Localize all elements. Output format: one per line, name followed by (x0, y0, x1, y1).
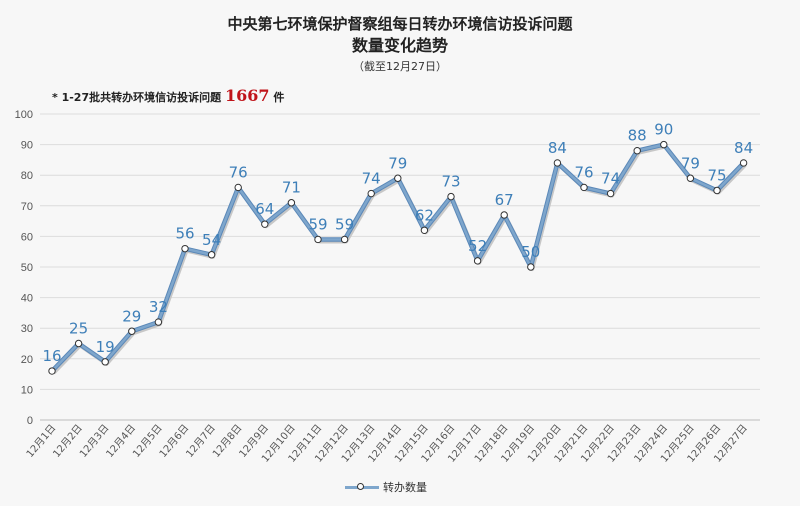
data-point (606, 189, 615, 198)
y-tick-label: 80 (21, 170, 33, 182)
total-note-suffix: 件 (273, 91, 285, 104)
data-label: 74 (601, 170, 620, 188)
data-label: 75 (707, 167, 726, 185)
data-point (207, 251, 216, 259)
data-point (314, 235, 322, 244)
data-point (394, 174, 402, 182)
data-point (128, 327, 136, 335)
data-point (473, 257, 482, 265)
data-label: 54 (202, 231, 221, 249)
y-tick-label: 60 (21, 231, 33, 243)
data-label: 16 (42, 347, 61, 365)
data-label: 64 (255, 200, 274, 218)
data-label: 84 (734, 139, 753, 157)
data-label: 29 (122, 307, 141, 325)
y-tick-label: 0 (27, 415, 33, 427)
legend-label: 转办数量 (383, 481, 427, 494)
data-point (367, 189, 375, 198)
data-point (686, 174, 695, 182)
data-point (447, 192, 455, 201)
data-point (261, 220, 269, 228)
data-point (340, 235, 349, 244)
data-point (101, 358, 109, 366)
data-label: 88 (628, 127, 647, 145)
data-label: 74 (362, 170, 381, 188)
legend: 转办数量 (345, 479, 427, 495)
y-tick-label: 40 (21, 293, 33, 305)
data-point (633, 147, 641, 155)
data-label: 76 (574, 163, 593, 181)
data-label: 52 (468, 237, 487, 255)
data-label: 71 (282, 179, 301, 197)
data-point (420, 226, 429, 234)
data-point (553, 159, 562, 167)
data-label: 50 (521, 243, 540, 261)
data-point (713, 186, 721, 195)
data-point (48, 367, 56, 375)
data-point (154, 318, 163, 326)
data-point (580, 183, 588, 192)
total-note-prefix: * 1-27批共转办环境信访投诉问题 (52, 91, 222, 104)
data-point (500, 211, 508, 219)
data-label: 25 (69, 320, 88, 338)
chart-date-note: （截至12月27日） (353, 60, 447, 73)
data-label: 62 (415, 206, 434, 224)
y-tick-label: 30 (21, 323, 33, 335)
y-tick-label: 20 (21, 354, 33, 366)
data-point (739, 159, 748, 167)
data-label: 59 (308, 215, 327, 233)
data-point (234, 183, 242, 192)
data-label: 79 (681, 154, 700, 172)
data-point (181, 244, 189, 253)
data-label: 90 (654, 121, 673, 139)
data-label: 79 (388, 154, 407, 172)
data-point (660, 140, 668, 149)
data-label: 76 (229, 163, 248, 181)
total-note-number: 1667 (224, 86, 270, 105)
chart-title: 中央第七环境保护督察组每日转办环境信访投诉问题 (227, 15, 573, 33)
data-label: 32 (149, 298, 168, 316)
legend-marker (345, 482, 379, 490)
data-label: 59 (335, 215, 354, 233)
data-label: 84 (548, 139, 567, 157)
chart-subtitle: 数量变化趋势 (351, 36, 448, 55)
chart-title-block: 中央第七环境保护督察组每日转办环境信访投诉问题 数量变化趋势 （截至12月27日… (0, 14, 800, 75)
data-label: 67 (495, 191, 514, 209)
y-tick-label: 70 (21, 201, 33, 213)
y-tick-label: 100 (15, 109, 33, 121)
data-label: 73 (441, 173, 460, 191)
y-tick-label: 90 (21, 140, 33, 152)
data-label: 19 (96, 338, 115, 356)
data-point (527, 263, 535, 271)
total-note: * 1-27批共转办环境信访投诉问题 1667 件 (52, 86, 284, 105)
data-point (287, 199, 296, 207)
y-tick-label: 10 (21, 384, 33, 396)
data-point (74, 339, 83, 348)
data-label: 56 (175, 225, 194, 243)
y-tick-label: 50 (21, 262, 33, 274)
